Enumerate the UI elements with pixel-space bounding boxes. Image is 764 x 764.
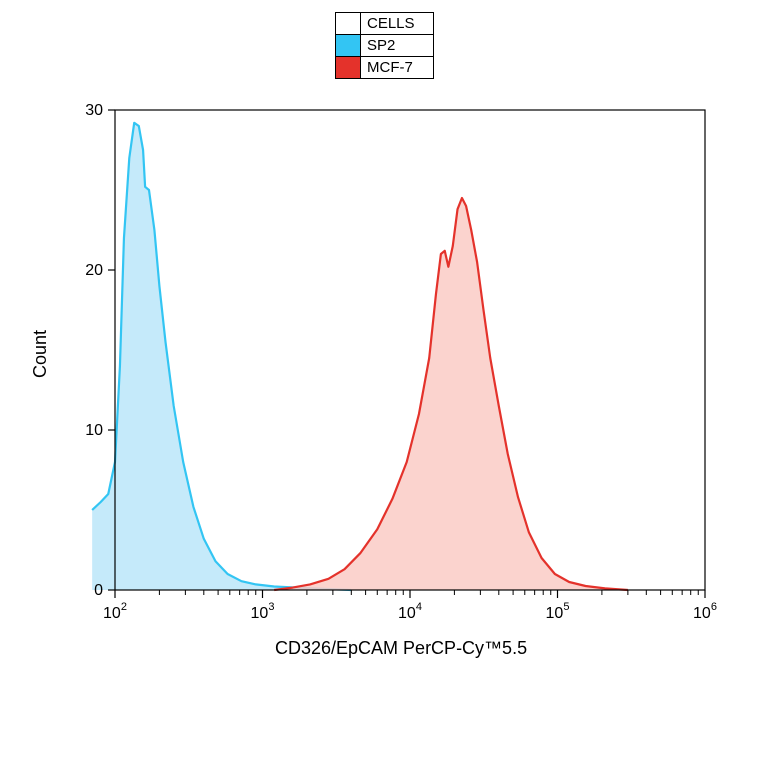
y-axis-label: Count xyxy=(30,330,51,378)
legend-header-label: CELLS xyxy=(361,13,433,34)
legend-header: CELLS xyxy=(336,13,433,35)
legend-swatch-empty xyxy=(336,13,361,34)
legend-item: MCF-7 xyxy=(336,57,433,78)
svg-text:104: 104 xyxy=(398,601,422,622)
svg-text:0: 0 xyxy=(94,582,103,599)
svg-text:20: 20 xyxy=(85,262,103,279)
svg-text:103: 103 xyxy=(251,601,275,622)
svg-text:105: 105 xyxy=(546,601,570,622)
svg-text:102: 102 xyxy=(103,601,127,622)
svg-text:106: 106 xyxy=(693,601,717,622)
legend-item: SP2 xyxy=(336,35,433,57)
legend-item-label: MCF-7 xyxy=(361,57,433,78)
legend-item-label: SP2 xyxy=(361,35,433,56)
x-axis-label: CD326/EpCAM PerCP-Cy™5.5 xyxy=(275,638,527,659)
svg-text:30: 30 xyxy=(85,102,103,119)
legend: CELLSSP2MCF-7 xyxy=(335,12,434,79)
legend-swatch xyxy=(336,35,361,56)
legend-swatch xyxy=(336,57,361,78)
svg-text:10: 10 xyxy=(85,422,103,439)
histogram-chart: 0 10 20 30 102 103 104 105 106 xyxy=(40,95,740,715)
